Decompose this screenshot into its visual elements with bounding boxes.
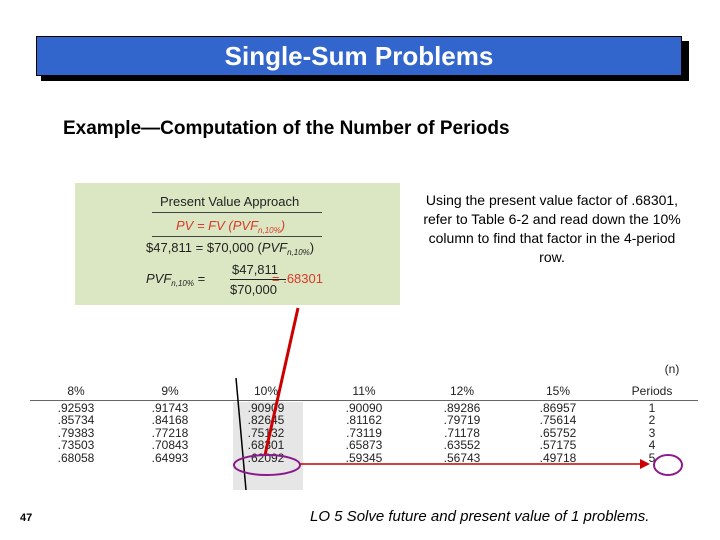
table-cell: .90090 <box>345 401 383 415</box>
eq3-result: = .68301 <box>272 271 323 286</box>
pointer-line <box>263 307 300 456</box>
table-cell: .71178 <box>444 425 480 440</box>
table-cell: .79719 <box>443 413 481 428</box>
table-cell: .86957 <box>539 401 577 415</box>
table-cell: 3 <box>648 425 656 440</box>
table-cell-target-period: 4 <box>648 438 656 453</box>
table-cell: .64993 <box>151 450 189 465</box>
table-cell: .56743 <box>443 450 481 465</box>
explanation-note: Using the present value factor of .68301… <box>423 192 681 265</box>
eq3-numerator: $47,811 <box>232 262 279 277</box>
table-cell: .79383 <box>57 425 95 440</box>
header-periods: Periods <box>631 384 673 398</box>
table-row: .92593 .91743 .90909 .90090 .89286 .8695… <box>30 401 698 415</box>
header-12pct: 12% <box>449 384 475 398</box>
table-cell: .73119 <box>346 425 382 440</box>
header-8pct: 8% <box>67 384 85 398</box>
eq3-subscript: n,10% <box>171 279 194 288</box>
table-header-row: 8% 9% 10% 11% 12% 15% Periods <box>30 384 698 398</box>
equation-2: $47,811 = $70,000 (PVFn,10%) <box>146 240 314 257</box>
table-cell: .85734 <box>57 413 95 428</box>
eq1-subscript: n,10% <box>258 226 281 235</box>
header-15pct: 15% <box>545 384 571 398</box>
table-cell: .65752 <box>539 425 577 440</box>
eq1-pv: PV <box>176 218 194 233</box>
eq3-denominator: $70,000 <box>230 282 277 297</box>
table-cell: .92593 <box>57 401 95 415</box>
header-9pct: 9% <box>161 384 179 398</box>
table-cell: .75614 <box>539 413 577 428</box>
eq1-close: ) <box>280 218 286 233</box>
table-cell: 1 <box>648 401 656 415</box>
table-row: .85734 .84168 .82645 .81162 .79719 .7561… <box>30 413 698 428</box>
table-cell: .91743 <box>151 401 189 415</box>
row-arrow-head <box>640 459 650 469</box>
table-cell: .70843 <box>151 438 189 453</box>
table-cell: .63552 <box>443 438 481 453</box>
page-number: 47 <box>20 512 33 524</box>
eq3-pvf: PVF <box>146 271 172 286</box>
table-cell: .49718 <box>539 450 577 465</box>
table-cell: .73503 <box>57 438 95 453</box>
table-row: .68058 .64993 .62092 .59345 .56743 .4971… <box>30 450 698 465</box>
present-value-panel <box>75 183 400 305</box>
table-header-rule <box>30 400 698 401</box>
eq3-fraction-bar <box>230 279 286 280</box>
present-value-table: 8% 9% 10% 11% 12% 15% Periods .92593 .91… <box>30 384 698 464</box>
eq2-left: $47,811 <box>146 240 193 255</box>
example-subtitle: Example—Computation of the Number of Per… <box>63 118 510 139</box>
panel-heading: Present Value Approach <box>160 194 300 209</box>
table-cell: .68058 <box>57 450 95 465</box>
table-row-highlighted: .73503 .70843 .68301 .65873 .63552 .5717… <box>30 438 698 453</box>
eq2-pvf: PVF <box>261 240 288 255</box>
table-cell: .77218 <box>151 425 189 440</box>
slide-title: Single-Sum Problems <box>224 40 494 71</box>
panel-rule-mid <box>152 236 322 237</box>
table-cell: .89286 <box>443 401 481 415</box>
eq1-right: = FV (PVF <box>196 218 259 233</box>
table-cell: .65873 <box>345 438 383 453</box>
target-value-circle <box>233 454 301 476</box>
table-cell: .59345 <box>345 450 383 465</box>
eq2-mid: = $70,000 ( <box>195 240 262 255</box>
header-11pct: 11% <box>352 384 376 398</box>
eq2-subscript: n,10% <box>287 248 310 257</box>
header-10pct: 10% <box>253 384 279 398</box>
learning-objective-footer: LO 5 Solve future and present value of 1… <box>310 508 650 525</box>
table-cell: .75132 <box>247 425 285 440</box>
equation-1: PV = FV (PVFn,10%) <box>176 218 285 235</box>
equation-3-lhs: PVFn,10% = <box>146 271 205 288</box>
table-cell: .81162 <box>346 413 382 428</box>
eq2-close: ) <box>309 240 315 255</box>
panel-rule-top <box>152 212 322 213</box>
eq3-equals: = <box>197 271 206 286</box>
table-cell: 5 <box>648 450 656 465</box>
period-circle <box>653 454 683 476</box>
table-cell: .84168 <box>151 413 189 428</box>
table-cell: .57175 <box>539 438 577 453</box>
periods-n-label: (n) <box>664 362 680 376</box>
title-banner: Single-Sum Problems <box>36 36 682 76</box>
table-row: .79383 .77218 .75132 .73119 .71178 .6575… <box>30 425 698 440</box>
table-cell: 2 <box>648 413 656 428</box>
table-cell: .82645 <box>247 413 285 428</box>
